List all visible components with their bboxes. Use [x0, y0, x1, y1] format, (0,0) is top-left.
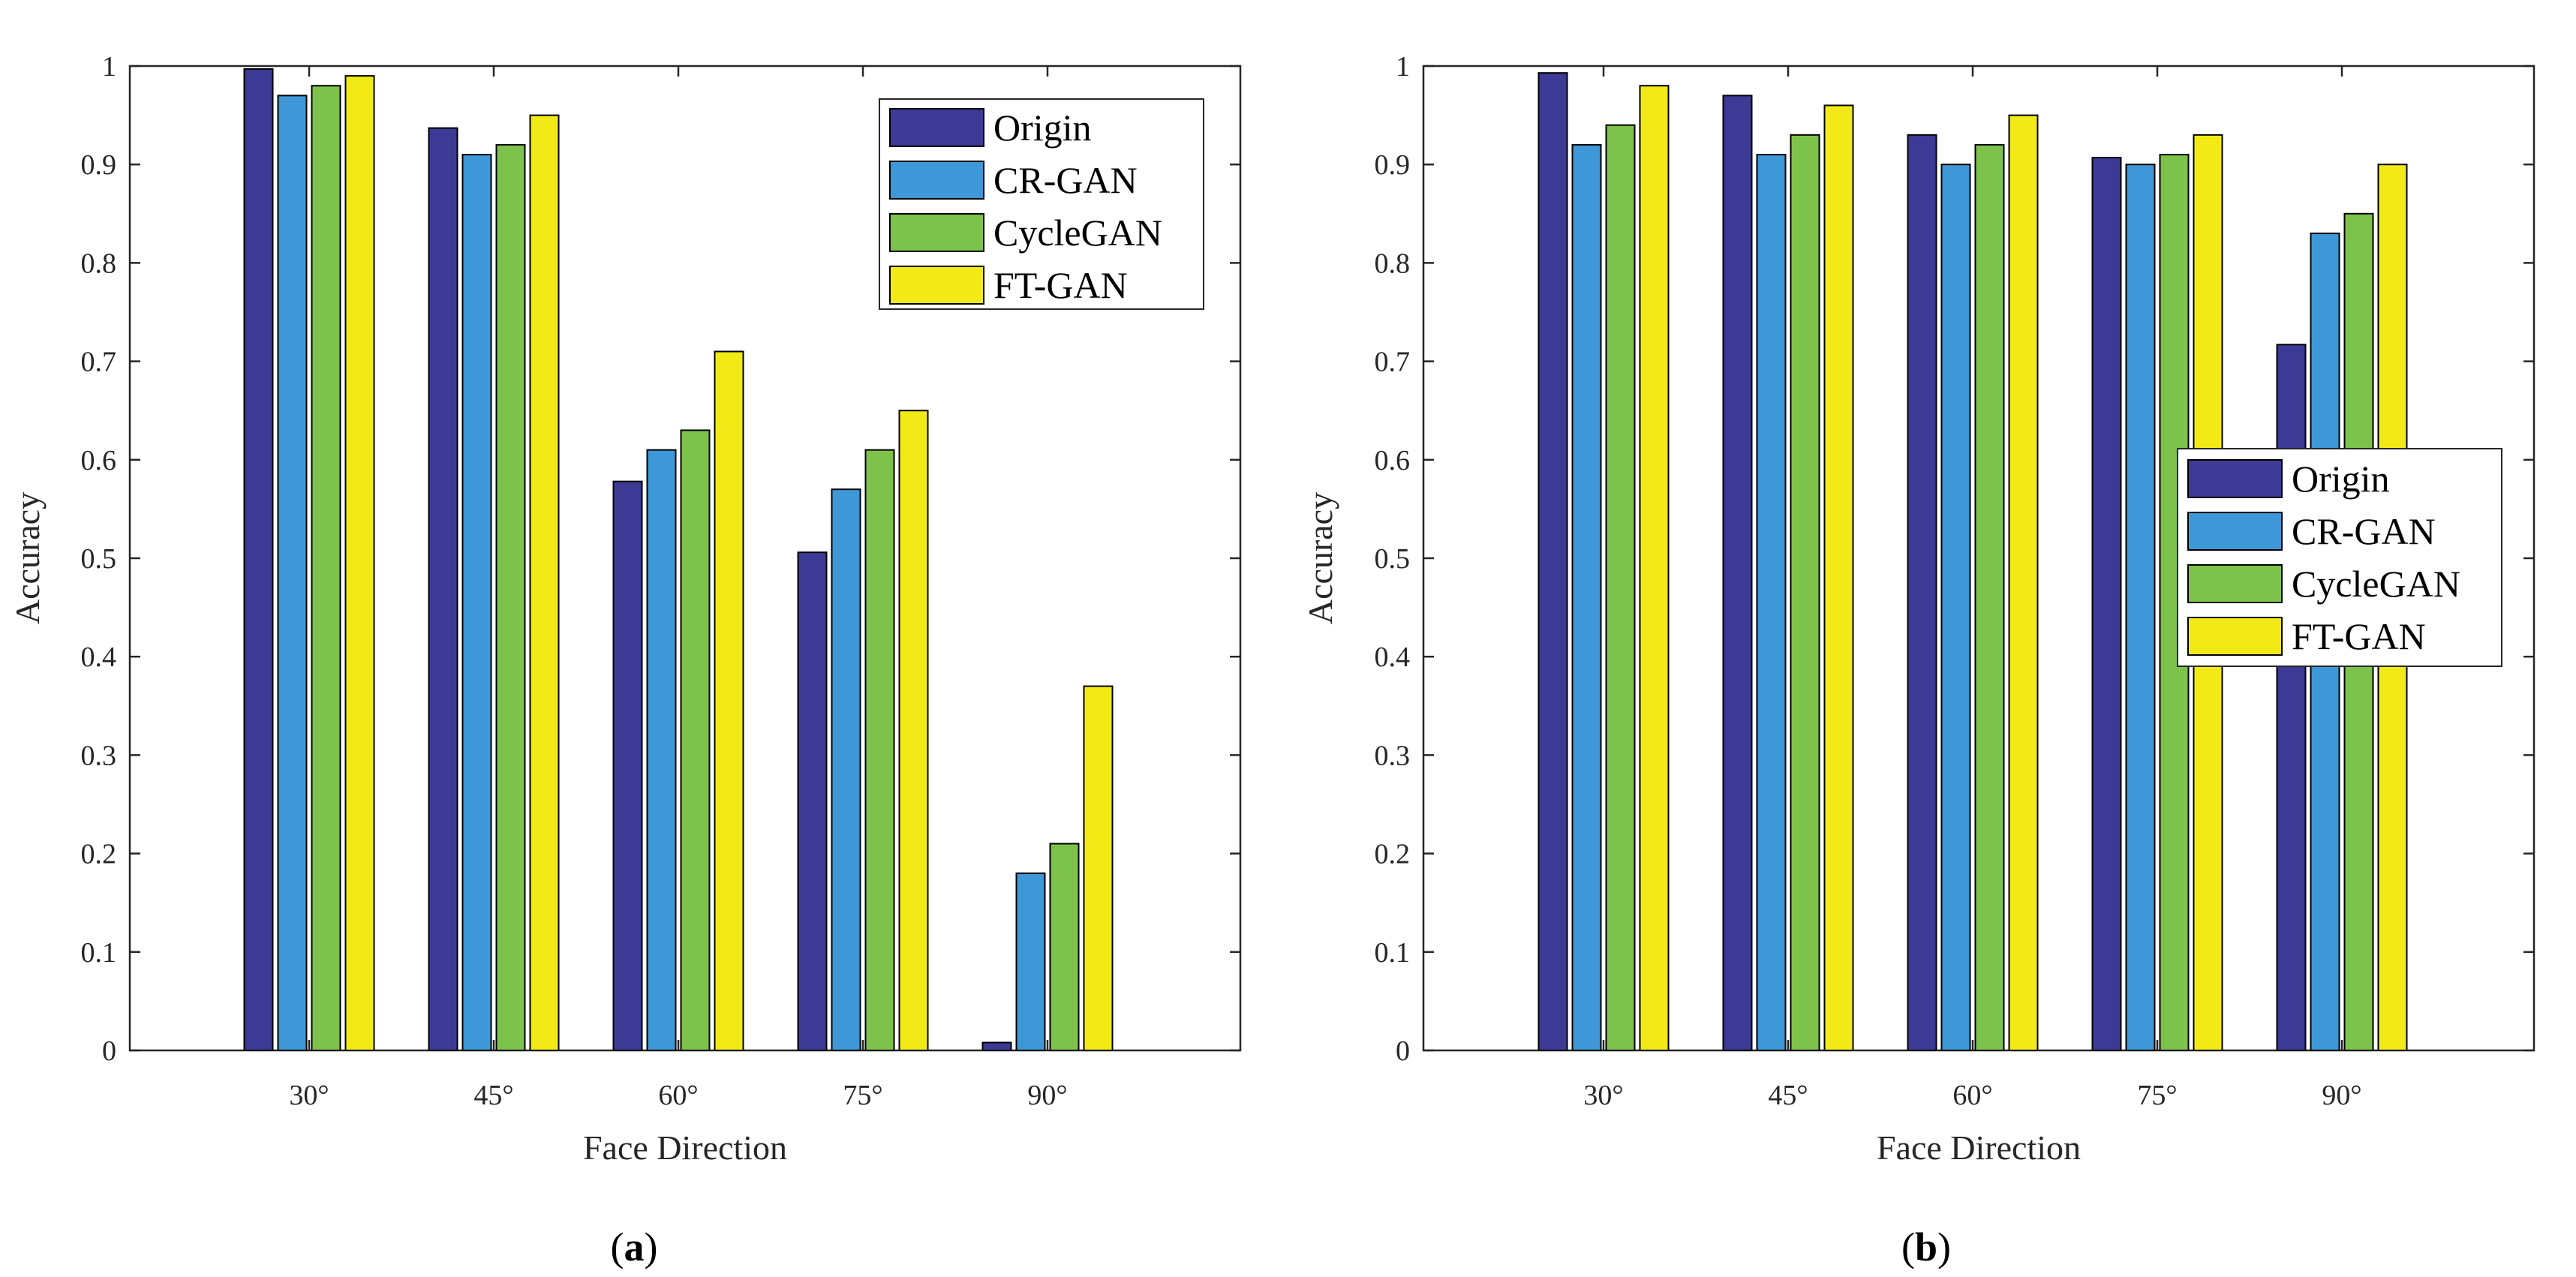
y-tick-label: 1	[102, 51, 116, 83]
bar-origin-3	[612, 480, 643, 1051]
y-tick-label: 0.6	[1375, 445, 1411, 476]
bar-ft-gan-4	[898, 410, 929, 1051]
x-tick-label: 30°	[289, 1080, 329, 1111]
bar-origin-1	[1537, 72, 1568, 1052]
bar-cyclegan-2	[495, 143, 526, 1052]
y-tick-label: 0.3	[81, 740, 117, 771]
bar-cr-gan-3	[646, 449, 677, 1051]
y-tick-label: 0.5	[1375, 543, 1411, 575]
x-tick-label: 75°	[843, 1080, 882, 1111]
y-tick-label: 0.4	[81, 642, 117, 673]
legend-swatch-ft-gan	[889, 266, 984, 305]
y-tick-label: 0.4	[1375, 642, 1411, 673]
x-tick-label: 60°	[658, 1080, 698, 1111]
chart-panel-a: 0 0.1 0.2 0.3 0.4 0.5 0.6 0.7 0.8 0.9 1 30° 45° 60° 75…	[8, 51, 1242, 1269]
bar-cr-gan-5	[1015, 872, 1046, 1051]
y-tick-label: 0.8	[81, 248, 117, 279]
y-tick-label: 0.8	[1375, 248, 1411, 279]
x-tick-label: 90°	[2322, 1080, 2361, 1111]
panel-caption: (b)	[1901, 1224, 1951, 1269]
y-axis-label: Accuracy	[1301, 492, 1339, 624]
legend-swatch-origin	[2187, 459, 2283, 498]
bar-cr-gan-1	[277, 95, 308, 1052]
bar-origin-4	[797, 551, 828, 1051]
bar-ft-gan-2	[529, 114, 560, 1052]
bar-origin-4	[2091, 157, 2122, 1052]
bar-cr-gan-1	[1571, 143, 1602, 1052]
x-axis-label: Face Direction	[583, 1128, 787, 1167]
legend-label-origin: Origin	[2292, 458, 2390, 500]
y-tick-label: 0.7	[81, 347, 117, 378]
x-tick-label: 90°	[1027, 1080, 1067, 1111]
x-tick-label: 75°	[2137, 1080, 2177, 1111]
x-tick-label: 60°	[1952, 1080, 1992, 1111]
bar-cyclegan-1	[311, 85, 341, 1052]
x-tick-label: 45°	[1768, 1080, 1808, 1111]
bar-cyclegan-3	[680, 429, 711, 1051]
y-tick-label: 0.1	[81, 937, 117, 969]
caption-close-paren: )	[1937, 1224, 1951, 1269]
bar-ft-gan-3	[714, 350, 744, 1052]
bar-ft-gan-1	[1639, 85, 1670, 1052]
bar-cr-gan-2	[461, 154, 492, 1052]
legend-label-ft-gan: FT-GAN	[2292, 615, 2426, 657]
caption-letter: a	[624, 1224, 645, 1269]
y-tick-label: 0.7	[1375, 347, 1411, 378]
bar-cyclegan-3	[1974, 143, 2005, 1052]
legend-swatch-cyclegan	[2187, 564, 2283, 603]
y-tick-label: 0.3	[1375, 740, 1411, 771]
bar-cyclegan-2	[1790, 134, 1820, 1052]
x-axis-label: Face Direction	[1877, 1128, 2081, 1167]
bar-origin-5	[981, 1041, 1012, 1052]
bar-ft-gan-1	[344, 75, 375, 1052]
bar-ft-gan-2	[1823, 104, 1854, 1052]
caption-open-paren: (	[1901, 1224, 1915, 1269]
legend: Origin CR-GAN CycleGAN FT-GAN	[2177, 448, 2502, 667]
bar-origin-1	[243, 68, 274, 1051]
y-tick-label: 0	[1396, 1035, 1410, 1067]
legend-swatch-cr-gan	[2187, 512, 2283, 551]
bar-cr-gan-2	[1756, 154, 1787, 1052]
panel-caption: (a)	[611, 1224, 658, 1269]
caption-open-paren: (	[611, 1224, 624, 1269]
bar-ft-gan-3	[2008, 114, 2039, 1052]
bar-cyclegan-5	[1049, 843, 1080, 1051]
legend-label-cr-gan: CR-GAN	[2292, 510, 2436, 552]
y-tick-label: 0.6	[81, 445, 117, 476]
legend-label-ft-gan: FT-GAN	[993, 264, 1128, 306]
legend-label-origin: Origin	[993, 107, 1092, 149]
legend-swatch-cyclegan	[889, 213, 984, 252]
y-tick-label: 0.9	[81, 149, 117, 181]
legend-swatch-ft-gan	[2187, 617, 2283, 656]
bar-cr-gan-4	[831, 488, 861, 1051]
bar-origin-2	[428, 127, 458, 1051]
bar-cyclegan-4	[864, 449, 895, 1051]
y-tick-label: 0.2	[81, 839, 117, 870]
bar-cyclegan-1	[1605, 124, 1636, 1052]
caption-close-paren: )	[645, 1224, 658, 1269]
bar-origin-2	[1722, 95, 1753, 1052]
x-tick-label: 30°	[1583, 1080, 1623, 1111]
legend-label-cyclegan: CycleGAN	[2292, 563, 2460, 605]
bar-cr-gan-3	[1940, 164, 1971, 1052]
legend-label-cyclegan: CycleGAN	[993, 212, 1162, 254]
x-tick-label: 45°	[473, 1080, 513, 1111]
y-tick-label: 0.2	[1375, 839, 1411, 870]
chart-panel-b: 0 0.1 0.2 0.3 0.4 0.5 0.6 0.7 0.8 0.9 1 30° 45° 60° 75…	[1301, 51, 2535, 1269]
bar-cr-gan-4	[2125, 164, 2156, 1052]
legend-label-cr-gan: CR-GAN	[993, 159, 1138, 201]
y-axis-label: Accuracy	[8, 492, 47, 624]
y-tick-label: 0	[102, 1035, 116, 1067]
y-tick-label: 0.1	[1375, 937, 1411, 969]
y-tick-label: 0.9	[1375, 149, 1411, 181]
legend: Origin CR-GAN CycleGAN FT-GAN	[879, 98, 1204, 310]
legend-swatch-cr-gan	[889, 161, 984, 200]
y-tick-label: 0.5	[81, 543, 117, 575]
bar-ft-gan-5	[1083, 685, 1114, 1051]
legend-swatch-origin	[889, 108, 984, 147]
caption-letter: b	[1915, 1224, 1937, 1269]
y-tick-label: 1	[1396, 51, 1410, 83]
bar-origin-3	[1907, 134, 1937, 1052]
